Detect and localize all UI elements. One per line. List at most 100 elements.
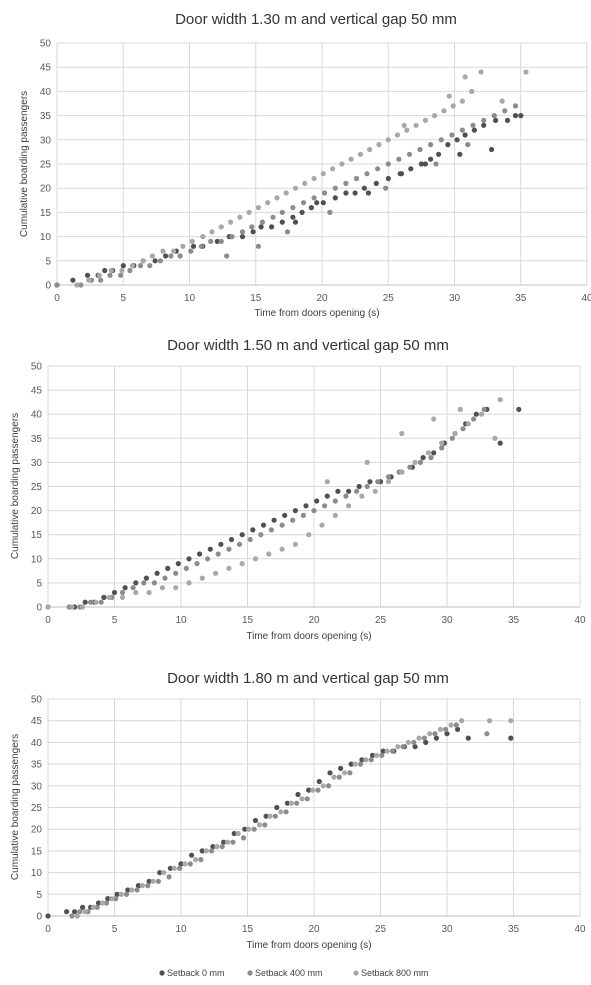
data-point xyxy=(246,209,252,215)
data-point xyxy=(236,541,243,547)
legend-marker xyxy=(353,970,359,976)
data-point xyxy=(422,161,428,167)
data-point xyxy=(432,113,438,119)
data-point xyxy=(228,536,235,543)
data-point xyxy=(290,517,296,523)
x-tick-label: 25 xyxy=(383,293,395,304)
data-point xyxy=(140,258,146,264)
data-point xyxy=(149,253,155,259)
data-point xyxy=(465,142,471,148)
data-point xyxy=(278,809,284,815)
data-point xyxy=(470,122,476,128)
legend-marker xyxy=(159,970,165,976)
data-point xyxy=(235,830,241,837)
data-point xyxy=(380,748,386,754)
data-point xyxy=(242,826,248,832)
data-point xyxy=(489,146,495,153)
data-point xyxy=(339,161,345,167)
series-3 xyxy=(74,718,514,919)
data-point xyxy=(93,599,99,605)
data-point xyxy=(188,248,194,254)
data-point xyxy=(88,599,94,605)
data-point xyxy=(354,488,360,494)
data-point xyxy=(471,127,477,133)
y-tick-label: 25 xyxy=(40,160,52,171)
data-point xyxy=(114,891,120,897)
data-point xyxy=(439,440,445,446)
data-point xyxy=(385,479,392,485)
data-point xyxy=(250,229,256,235)
data-point xyxy=(365,190,371,196)
data-point xyxy=(473,411,479,417)
y-tick-label: 10 xyxy=(31,868,43,879)
x-tick-label: 40 xyxy=(574,615,586,626)
data-point xyxy=(225,839,231,845)
data-point xyxy=(288,800,294,806)
data-point xyxy=(308,205,314,211)
data-point xyxy=(157,258,163,264)
legend-marker xyxy=(247,970,253,976)
data-point xyxy=(239,229,246,235)
x-tick-label: 10 xyxy=(184,293,196,304)
y-tick-label: 5 xyxy=(36,578,42,589)
data-point xyxy=(260,522,267,528)
data-point xyxy=(161,870,167,876)
data-point xyxy=(399,469,405,475)
data-point xyxy=(177,253,183,259)
data-point xyxy=(213,570,219,576)
data-point xyxy=(98,599,104,605)
x-tick-label: 25 xyxy=(375,924,387,935)
data-point xyxy=(90,904,96,910)
y-tick-label: 30 xyxy=(31,781,43,792)
data-point xyxy=(279,209,285,215)
data-point xyxy=(375,479,381,485)
y-tick-label: 40 xyxy=(40,87,52,98)
y-tick-label: 45 xyxy=(40,63,52,74)
data-point xyxy=(322,190,328,196)
data-point xyxy=(481,406,487,412)
data-point xyxy=(205,556,211,562)
x-tick-label: 20 xyxy=(308,615,320,626)
data-point xyxy=(218,238,224,244)
data-point xyxy=(518,113,524,119)
data-point xyxy=(175,561,181,567)
data-point xyxy=(96,272,102,278)
x-tick-label: 5 xyxy=(112,924,118,935)
data-point xyxy=(240,835,247,841)
data-point xyxy=(493,117,499,123)
series-1 xyxy=(54,113,524,288)
data-point xyxy=(190,243,197,249)
data-point xyxy=(453,722,459,728)
data-point xyxy=(428,455,434,461)
data-point xyxy=(252,556,259,562)
data-point xyxy=(367,146,373,153)
data-point xyxy=(299,796,305,802)
data-point xyxy=(247,536,253,543)
data-point xyxy=(348,761,354,767)
x-tick-label: 30 xyxy=(441,924,453,935)
data-point xyxy=(239,532,245,538)
data-point xyxy=(274,804,280,811)
data-point xyxy=(279,522,285,528)
data-point xyxy=(336,774,342,780)
data-point xyxy=(120,263,126,269)
series-2 xyxy=(66,406,487,610)
data-point xyxy=(314,498,320,504)
data-point xyxy=(45,913,51,919)
data-point xyxy=(290,214,296,220)
data-point xyxy=(405,739,411,746)
data-point xyxy=(80,904,86,910)
x-tick-label: 30 xyxy=(449,293,461,304)
data-point xyxy=(346,503,352,509)
data-point xyxy=(408,166,414,172)
data-point xyxy=(413,122,419,128)
data-point xyxy=(45,604,51,610)
x-axis-label: Time from doors opening (s) xyxy=(246,631,371,642)
data-point xyxy=(183,565,189,572)
data-point xyxy=(268,527,274,533)
data-point xyxy=(103,900,110,906)
data-point xyxy=(383,185,389,191)
legend-label: Setback 800 mm xyxy=(361,968,429,978)
data-point xyxy=(239,561,245,567)
data-point xyxy=(258,532,264,538)
